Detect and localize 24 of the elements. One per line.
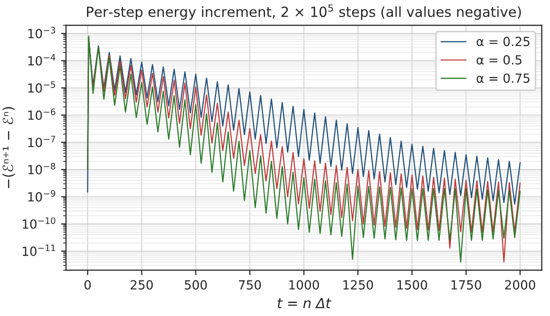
legend-label: α = 0.5 <box>476 55 522 65</box>
y-tick-label: 10$^{−7}$ <box>28 136 56 148</box>
x-tick-label: 1500 <box>397 280 428 290</box>
y-tick-label: 10$^{−3}$ <box>28 26 56 38</box>
y-tick-label: 10$^{−11}$ <box>22 244 56 256</box>
y-tick-label: 10$^{−10}$ <box>22 217 56 229</box>
x-axis-title: t = n Δt <box>278 298 332 308</box>
y-tick-label: 10$^{−4}$ <box>28 54 56 66</box>
chart-title: Per-step energy increment, 2 × 10$^{5}$ steps (all values negative) <box>86 4 521 20</box>
x-tick-label: 1000 <box>289 280 319 290</box>
x-tick-label: 500 <box>184 280 207 290</box>
y-tick-label: 10$^{−8}$ <box>28 162 56 174</box>
legend-label: α = 0.75 <box>476 73 530 83</box>
x-tick-label: 250 <box>130 280 153 290</box>
x-tick-label: 1250 <box>343 280 374 290</box>
y-tick-label: 10$^{−9}$ <box>28 190 56 202</box>
x-tick-label: 1750 <box>452 280 482 290</box>
x-tick-label: 2000 <box>505 280 536 290</box>
x-tick-label: 750 <box>238 280 261 290</box>
y-tick-label: 10$^{−6}$ <box>28 108 56 120</box>
y-tick-label: 10$^{−5}$ <box>28 81 56 93</box>
legend-label: α = 0.25 <box>476 36 530 46</box>
x-tick-label: 0 <box>84 280 91 290</box>
y-axis-title: −(ℰⁿ⁺¹ − ℰⁿ) <box>2 107 15 188</box>
